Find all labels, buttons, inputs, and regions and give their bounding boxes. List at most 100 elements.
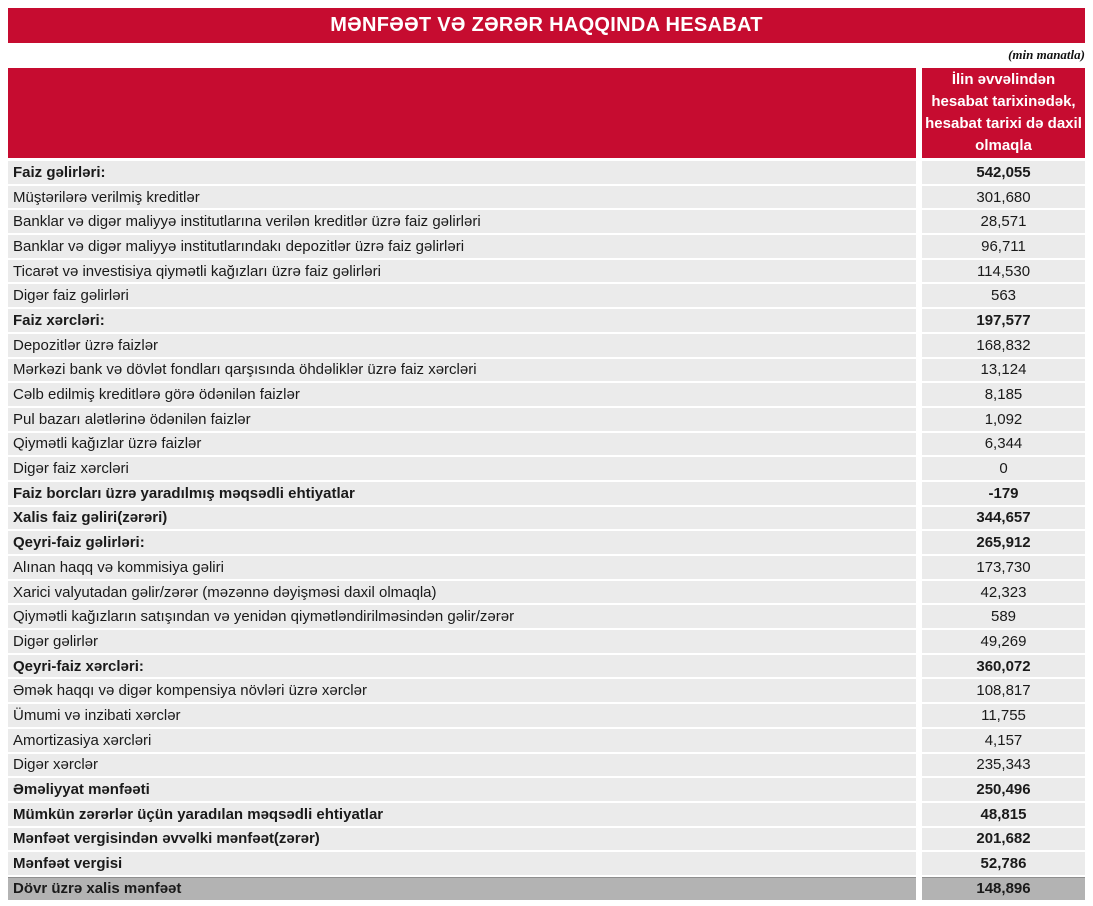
column-gap <box>916 605 922 629</box>
table-row: Pul bazarı alətlərinə ödənilən faizlər 1… <box>8 407 1085 431</box>
row-label: Ticarət və investisiya qiymətli kağızlar… <box>8 259 916 283</box>
column-gap <box>916 68 922 158</box>
table-row: Əmək haqqı və digər kompensiya növləri ü… <box>8 679 1085 703</box>
value-column-header: İlin əvvəlindən hesabat tarixinədək, hes… <box>922 68 1085 158</box>
row-value: 360,072 <box>922 654 1085 678</box>
row-label: Mənfəət vergisi <box>8 852 916 875</box>
header-label-block <box>8 68 916 158</box>
row-value: 589 <box>922 605 1085 629</box>
row-value: 0 <box>922 457 1085 480</box>
column-gap <box>916 753 922 777</box>
table-row: Mümkün zərərlər üçün yaradılan məqsədli … <box>8 802 1085 826</box>
row-value: 28,571 <box>922 210 1085 234</box>
column-gap <box>916 383 922 406</box>
table-row: Faiz gəlirləri: 542,055 <box>8 161 1085 184</box>
row-label: Qiymətli kağızlar üzrə faizlər <box>8 432 916 456</box>
row-value: 563 <box>922 284 1085 308</box>
column-gap <box>916 778 922 801</box>
column-gap <box>916 358 922 382</box>
column-gap <box>916 506 922 530</box>
row-label: Xalis faiz gəliri(zərəri) <box>8 506 916 530</box>
row-label: Digər gəlirlər <box>8 630 916 653</box>
row-label: Əməliyyat mənfəəti <box>8 778 916 801</box>
row-value: 301,680 <box>922 185 1085 209</box>
row-label: Müştərilərə verilmiş kreditlər <box>8 185 916 209</box>
column-gap <box>916 333 922 357</box>
row-value: 197,577 <box>922 309 1085 332</box>
row-label: Banklar və digər maliyyə institutlarında… <box>8 235 916 258</box>
column-gap <box>916 704 922 727</box>
row-value: 542,055 <box>922 161 1085 184</box>
table-row: Cəlb edilmiş kreditlərə görə ödənilən fa… <box>8 383 1085 406</box>
column-gap <box>916 161 922 184</box>
row-value: 250,496 <box>922 778 1085 801</box>
column-gap <box>916 654 922 678</box>
table-row: Digər faiz gəlirləri 563 <box>8 284 1085 308</box>
row-label: Amortizasiya xərcləri <box>8 728 916 752</box>
column-gap <box>916 876 922 900</box>
column-gap <box>916 580 922 604</box>
row-value: 8,185 <box>922 383 1085 406</box>
row-value: 48,815 <box>922 802 1085 826</box>
column-gap <box>916 259 922 283</box>
table-row: Faiz borcları üzrə yaradılmış məqsədli e… <box>8 481 1085 505</box>
table-row: Qiymətli kağızların satışından və yenidə… <box>8 605 1085 629</box>
table-row: Mənfəət vergisindən əvvəlki mənfəət(zərə… <box>8 827 1085 851</box>
row-label: Əmək haqqı və digər kompensiya növləri ü… <box>8 679 916 703</box>
column-gap <box>916 210 922 234</box>
row-label: Xarici valyutadan gəlir/zərər (məzənnə d… <box>8 580 916 604</box>
row-value: 11,755 <box>922 704 1085 727</box>
row-value: 235,343 <box>922 753 1085 777</box>
title-banner: MƏNFƏƏT VƏ ZƏRƏR HAQQINDA HESABAT <box>8 8 1085 43</box>
table-row: Mərkəzi bank və dövlət fondları qarşısın… <box>8 358 1085 382</box>
row-label: Ümumi və inzibati xərclər <box>8 704 916 727</box>
row-label: Faiz xərcləri: <box>8 309 916 332</box>
table-body: Faiz gəlirləri: 542,055 Müştərilərə veri… <box>8 161 1085 900</box>
column-gap <box>916 802 922 826</box>
column-gap <box>916 407 922 431</box>
table-row: Digər gəlirlər 49,269 <box>8 630 1085 653</box>
column-gap <box>916 235 922 258</box>
table-row: Amortizasiya xərcləri 4,157 <box>8 728 1085 752</box>
table-row: Qeyri-faiz xərcləri: 360,072 <box>8 654 1085 678</box>
table-row: Müştərilərə verilmiş kreditlər 301,680 <box>8 185 1085 209</box>
column-gap <box>916 556 922 579</box>
row-label: Faiz borcları üzrə yaradılmış məqsədli e… <box>8 481 916 505</box>
column-gap <box>916 630 922 653</box>
column-gap <box>916 432 922 456</box>
row-label: Pul bazarı alətlərinə ödənilən faizlər <box>8 407 916 431</box>
column-gap <box>916 728 922 752</box>
column-gap <box>916 309 922 332</box>
table-row: Əməliyyat mənfəəti 250,496 <box>8 778 1085 801</box>
row-label: Depozitlər üzrə faizlər <box>8 333 916 357</box>
column-gap <box>916 284 922 308</box>
table-row: Banklar və digər maliyyə institutlarına … <box>8 210 1085 234</box>
table-row: Digər xərclər 235,343 <box>8 753 1085 777</box>
row-value: -179 <box>922 481 1085 505</box>
table-header-row: İlin əvvəlindən hesabat tarixinədək, hes… <box>8 68 1085 158</box>
row-value: 49,269 <box>922 630 1085 653</box>
row-label: Banklar və digər maliyyə institutlarına … <box>8 210 916 234</box>
table-row: Faiz xərcləri: 197,577 <box>8 309 1085 332</box>
column-gap <box>916 481 922 505</box>
column-gap <box>916 852 922 875</box>
row-label: Qeyri-faiz gəlirləri: <box>8 531 916 554</box>
row-value: 1,092 <box>922 407 1085 431</box>
table-row: Mənfəət vergisi 52,786 <box>8 852 1085 875</box>
table-row: Banklar və digər maliyyə institutlarında… <box>8 235 1085 258</box>
row-value: 173,730 <box>922 556 1085 579</box>
row-value: 13,124 <box>922 358 1085 382</box>
table-row: Xalis faiz gəliri(zərəri) 344,657 <box>8 506 1085 530</box>
row-value: 344,657 <box>922 506 1085 530</box>
column-gap <box>916 531 922 554</box>
row-value: 148,896 <box>922 876 1085 900</box>
column-gap <box>916 457 922 480</box>
row-label: Mümkün zərərlər üçün yaradılan məqsədli … <box>8 802 916 826</box>
row-value: 4,157 <box>922 728 1085 752</box>
row-label: Mənfəət vergisindən əvvəlki mənfəət(zərə… <box>8 827 916 851</box>
table-row: Qiymətli kağızlar üzrə faizlər 6,344 <box>8 432 1085 456</box>
row-label: Mərkəzi bank və dövlət fondları qarşısın… <box>8 358 916 382</box>
row-label: Dövr üzrə xalis mənfəət <box>8 876 916 900</box>
table-row: Dövr üzrə xalis mənfəət 148,896 <box>8 876 1085 900</box>
